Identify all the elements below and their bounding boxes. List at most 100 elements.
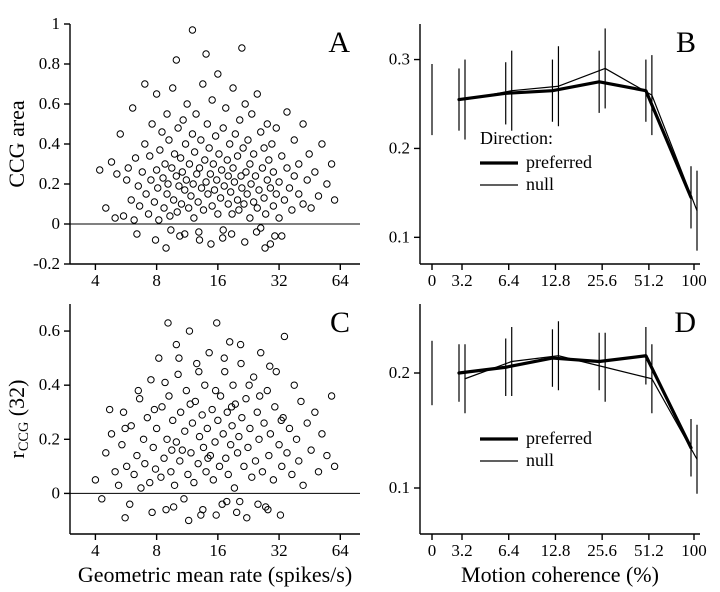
scatter-point [212,133,218,139]
scatter-point [254,409,260,415]
y-tick-label: 0.1 [389,227,410,246]
scatter-point [319,141,325,147]
scatter-point [196,165,202,171]
scatter-point [243,396,249,402]
scatter-point [185,205,191,211]
scatter-point [161,455,167,461]
x-tick-label: 12.8 [541,541,571,560]
scatter-point [225,173,231,179]
scatter-point [163,245,169,251]
scatter-point [279,463,285,469]
scatter-point [230,85,236,91]
scatter-point [217,195,223,201]
scatter-point [246,382,252,388]
scatter-point [167,213,173,219]
scatter-point [284,450,290,456]
scatter-point [177,458,183,464]
y-tick-label: 0.6 [39,321,60,340]
scatter-point [92,477,98,483]
scatter-point [266,452,272,458]
scatter-point [204,121,210,127]
scatter-point [99,496,105,502]
scatter-point [164,111,170,117]
scatter-point [241,463,247,469]
scatter-point [266,157,272,163]
scatter-point [245,137,251,143]
scatter-point [135,387,141,393]
scatter-point [173,341,179,347]
scatter-point [168,227,174,233]
scatter-point [120,409,126,415]
scatter-point [136,203,142,209]
scatter-point [117,131,123,137]
scatter-point [228,231,234,237]
scatter-point [112,215,118,221]
scatter-point [308,447,314,453]
scatter-point [261,195,267,201]
scatter-point [233,509,239,515]
scatter-point [239,45,245,51]
legend-label: preferred [526,428,592,448]
scatter-point [244,191,250,197]
scatter-point [247,161,253,167]
scatter-point [216,151,222,157]
scatter-point [267,431,273,437]
scatter-point [151,199,157,205]
scatter-point [162,161,168,167]
scatter-point [175,371,181,377]
scatter-point [212,387,218,393]
x-tick-label: 51.2 [634,271,664,290]
scatter-point [227,339,233,345]
scatter-point [181,496,187,502]
scatter-point [165,181,171,187]
scatter-point [304,420,310,426]
x-tick-label: 16 [209,541,226,560]
scatter-point [217,393,223,399]
scatter-point [136,396,142,402]
scatter-point [188,193,194,199]
scatter-point [159,404,165,410]
scatter-point [173,439,179,445]
scatter-point [128,423,134,429]
scatter-point [255,501,261,507]
scatter-point [224,409,230,415]
scatter-point [183,177,189,183]
scatter-point [258,350,264,356]
scatter-point [189,131,195,137]
x-tick-label: 0 [428,541,437,560]
scatter-point [289,207,295,213]
scatter-point [328,393,334,399]
x-axis-label: Motion coherence (%) [461,562,659,587]
legend-title: Direction: [480,128,553,148]
scatter-point [215,417,221,423]
scatter-point [242,101,248,107]
scatter-point [190,181,196,187]
scatter-point [300,482,306,488]
scatter-point [258,129,264,135]
scatter-point [220,125,226,131]
scatter-point [296,458,302,464]
scatter-point [182,428,188,434]
scatter-point [324,452,330,458]
scatter-point [178,201,184,207]
scatter-point [182,187,188,193]
scatter-point [186,328,192,334]
scatter-point [256,436,262,442]
scatter-point [234,450,240,456]
scatter-point [230,382,236,388]
y-tick-label: 0.4 [39,375,61,394]
scatter-point [239,185,245,191]
x-tick-label: 25.6 [587,271,617,290]
scatter-point [187,401,193,407]
scatter-point [229,211,235,217]
scatter-point [236,433,242,439]
scatter-point [252,458,258,464]
scatter-point [151,406,157,412]
y-tick-label: 0.3 [389,50,410,69]
scatter-point [203,469,209,475]
scatter-point [174,209,180,215]
scatter-point [250,199,256,205]
scatter-point [160,175,166,181]
scatter-point [239,414,245,420]
scatter-point [199,412,205,418]
